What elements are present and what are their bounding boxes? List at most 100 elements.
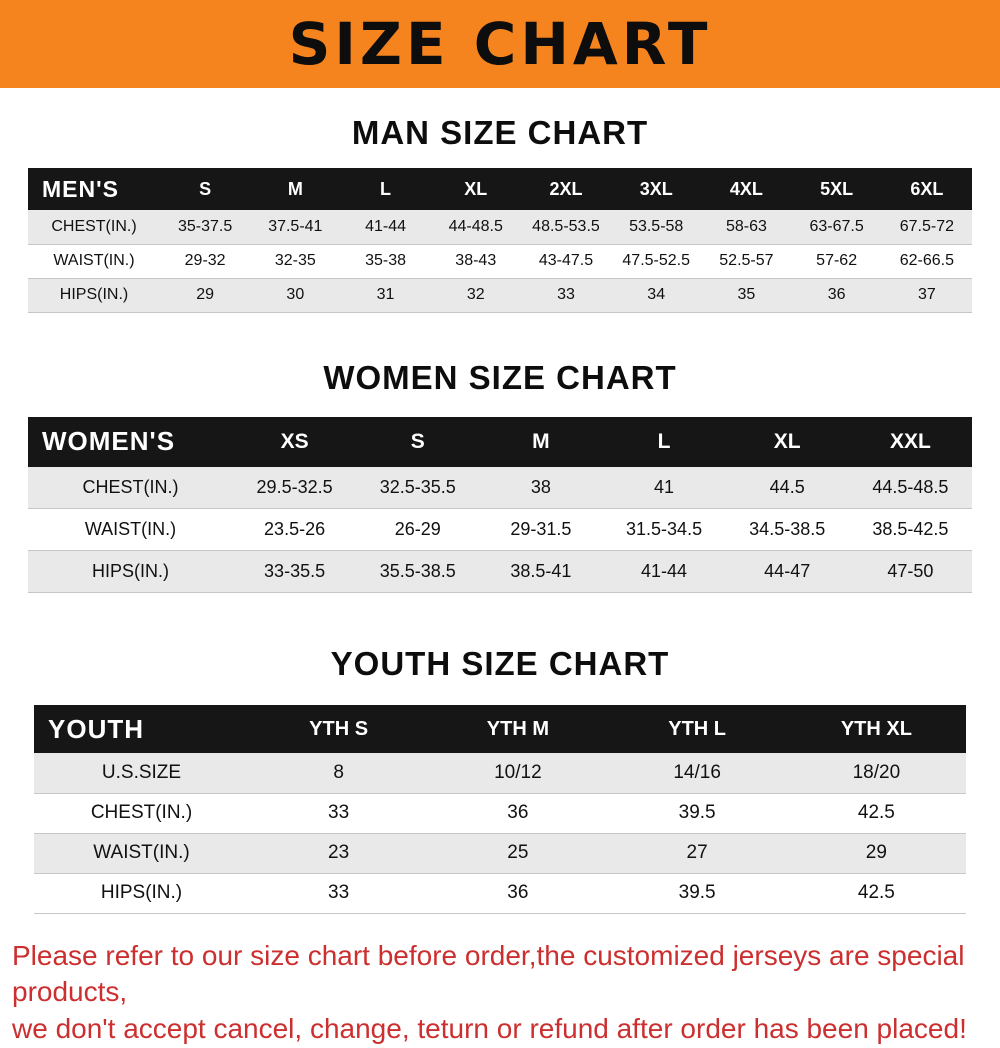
table-cell: 33: [521, 278, 611, 312]
table-cell: 38-43: [431, 244, 521, 278]
table-cell: 29: [787, 833, 966, 873]
table-cell: 52.5-57: [701, 244, 791, 278]
table-cell: 35-38: [340, 244, 430, 278]
table-cell: 37.5-41: [250, 210, 340, 244]
women-section-title: WOMEN SIZE CHART: [0, 359, 1000, 397]
women-header-row: WOMEN'S XS S M L XL XXL: [28, 417, 972, 467]
row-label: HIPS(IN.): [28, 278, 160, 312]
table-cell: 29.5-32.5: [233, 467, 356, 509]
row-label: WAIST(IN.): [28, 509, 233, 551]
table-cell: 31.5-34.5: [602, 509, 725, 551]
column-header: 6XL: [882, 168, 972, 210]
table-cell: 23.5-26: [233, 509, 356, 551]
table-cell: 39.5: [608, 793, 787, 833]
table-cell: 36: [428, 873, 607, 913]
column-header: 4XL: [701, 168, 791, 210]
table-cell: 41: [602, 467, 725, 509]
table-cell: 62-66.5: [882, 244, 972, 278]
table-cell: 41-44: [340, 210, 430, 244]
table-cell: 37: [882, 278, 972, 312]
table-cell: 25: [428, 833, 607, 873]
table-cell: 26-29: [356, 509, 479, 551]
table-cell: 10/12: [428, 753, 607, 793]
table-cell: 35.5-38.5: [356, 551, 479, 593]
column-header: S: [356, 417, 479, 467]
table-cell: 42.5: [787, 793, 966, 833]
table-row: WAIST(IN.) 23 25 27 29: [34, 833, 966, 873]
table-cell: 8: [249, 753, 428, 793]
table-cell: 29: [160, 278, 250, 312]
man-section-title: MAN SIZE CHART: [0, 114, 1000, 152]
table-cell: 48.5-53.5: [521, 210, 611, 244]
men-size-table: MEN'S S M L XL 2XL 3XL 4XL 5XL 6XL CHEST…: [28, 168, 972, 313]
column-header: 2XL: [521, 168, 611, 210]
table-cell: 47.5-52.5: [611, 244, 701, 278]
table-corner-label: MEN'S: [28, 168, 160, 210]
banner: SIZE CHART: [0, 0, 1000, 88]
table-cell: 35: [701, 278, 791, 312]
column-header: S: [160, 168, 250, 210]
women-size-table: WOMEN'S XS S M L XL XXL CHEST(IN.) 29.5-…: [28, 417, 972, 594]
table-cell: 33: [249, 793, 428, 833]
table-cell: 38.5-41: [479, 551, 602, 593]
table-corner-label: WOMEN'S: [28, 417, 233, 467]
table-cell: 33-35.5: [233, 551, 356, 593]
column-header: XS: [233, 417, 356, 467]
row-label: WAIST(IN.): [34, 833, 249, 873]
row-label: CHEST(IN.): [34, 793, 249, 833]
table-cell: 30: [250, 278, 340, 312]
column-header: YTH L: [608, 705, 787, 753]
table-cell: 38.5-42.5: [849, 509, 972, 551]
table-cell: 29-31.5: [479, 509, 602, 551]
row-label: CHEST(IN.): [28, 467, 233, 509]
table-cell: 53.5-58: [611, 210, 701, 244]
column-header: 5XL: [792, 168, 882, 210]
column-header: L: [602, 417, 725, 467]
table-cell: 36: [428, 793, 607, 833]
table-cell: 34: [611, 278, 701, 312]
table-row: U.S.SIZE 8 10/12 14/16 18/20: [34, 753, 966, 793]
table-cell: 18/20: [787, 753, 966, 793]
row-label: U.S.SIZE: [34, 753, 249, 793]
table-cell: 44.5-48.5: [849, 467, 972, 509]
table-cell: 23: [249, 833, 428, 873]
youth-header-row: YOUTH YTH S YTH M YTH L YTH XL: [34, 705, 966, 753]
table-cell: 27: [608, 833, 787, 873]
table-cell: 29-32: [160, 244, 250, 278]
table-cell: 33: [249, 873, 428, 913]
table-row: WAIST(IN.) 23.5-26 26-29 29-31.5 31.5-34…: [28, 509, 972, 551]
column-header: XL: [726, 417, 849, 467]
youth-size-table: YOUTH YTH S YTH M YTH L YTH XL U.S.SIZE …: [34, 705, 966, 914]
table-row: CHEST(IN.) 33 36 39.5 42.5: [34, 793, 966, 833]
table-cell: 43-47.5: [521, 244, 611, 278]
table-cell: 41-44: [602, 551, 725, 593]
table-row: HIPS(IN.) 33-35.5 35.5-38.5 38.5-41 41-4…: [28, 551, 972, 593]
page-title: SIZE CHART: [289, 10, 712, 78]
table-cell: 58-63: [701, 210, 791, 244]
column-header: YTH M: [428, 705, 607, 753]
youth-section-title: YOUTH SIZE CHART: [0, 645, 1000, 683]
table-row: CHEST(IN.) 35-37.5 37.5-41 41-44 44-48.5…: [28, 210, 972, 244]
note-line: we don't accept cancel, change, teturn o…: [12, 1011, 990, 1048]
column-header: L: [340, 168, 430, 210]
table-cell: 44-48.5: [431, 210, 521, 244]
column-header: 3XL: [611, 168, 701, 210]
table-cell: 14/16: [608, 753, 787, 793]
table-cell: 34.5-38.5: [726, 509, 849, 551]
row-label: HIPS(IN.): [28, 551, 233, 593]
table-cell: 35-37.5: [160, 210, 250, 244]
table-corner-label: YOUTH: [34, 705, 249, 753]
table-cell: 67.5-72: [882, 210, 972, 244]
table-row: CHEST(IN.) 29.5-32.5 32.5-35.5 38 41 44.…: [28, 467, 972, 509]
table-row: HIPS(IN.) 29 30 31 32 33 34 35 36 37: [28, 278, 972, 312]
column-header: XXL: [849, 417, 972, 467]
row-label: CHEST(IN.): [28, 210, 160, 244]
column-header: YTH S: [249, 705, 428, 753]
table-cell: 32: [431, 278, 521, 312]
note-line: Please refer to our size chart before or…: [12, 938, 990, 1012]
table-cell: 31: [340, 278, 430, 312]
table-cell: 42.5: [787, 873, 966, 913]
table-row: HIPS(IN.) 33 36 39.5 42.5: [34, 873, 966, 913]
disclaimer-note: Please refer to our size chart before or…: [12, 938, 990, 1048]
